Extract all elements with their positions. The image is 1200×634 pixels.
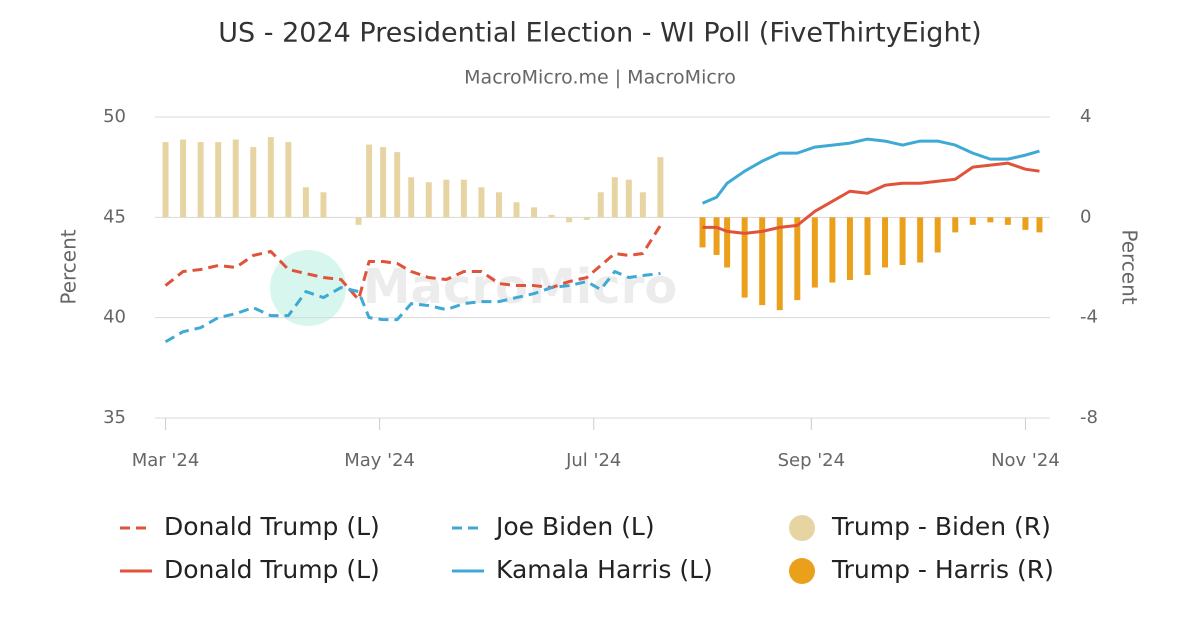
- y2-axis-label: Percent: [1118, 229, 1142, 304]
- bar: [162, 142, 169, 218]
- bar: [724, 217, 731, 268]
- y-tick-label: 45: [103, 206, 126, 227]
- legend-item: Joe Biden (L): [452, 512, 655, 541]
- bar: [741, 217, 748, 298]
- bar: [478, 187, 485, 218]
- bar: [267, 137, 274, 218]
- bar: [566, 217, 573, 223]
- legend-label: Trump - Biden (R): [831, 512, 1051, 541]
- x-tick-label: Jul '24: [565, 450, 621, 471]
- bar: [699, 217, 706, 248]
- y2-tick-label: 4: [1080, 106, 1091, 127]
- line: [701, 137, 1040, 205]
- bar: [829, 217, 836, 283]
- chart-subtitle: MacroMicro.me | MacroMicro: [464, 67, 736, 89]
- bar: [776, 217, 783, 311]
- legend-item: Donald Trump (L): [120, 555, 380, 584]
- bar: [952, 217, 959, 233]
- x-tick-label: Sep '24: [778, 450, 846, 471]
- bar: [180, 139, 187, 218]
- bar: [1022, 217, 1029, 230]
- bar: [443, 179, 450, 218]
- bar: [355, 217, 362, 225]
- bar: [583, 217, 590, 220]
- bar: [495, 192, 502, 218]
- bar: [513, 202, 520, 218]
- bar: [759, 217, 766, 306]
- legend-label: Donald Trump (L): [164, 555, 380, 584]
- bar: [864, 217, 871, 276]
- bar: [899, 217, 906, 265]
- legend-symbol: [789, 558, 815, 584]
- bar: [1036, 217, 1043, 233]
- bar: [531, 207, 538, 218]
- bar: [882, 217, 889, 268]
- bar: [657, 157, 664, 218]
- chart-title: US - 2024 Presidential Election - WI Pol…: [218, 18, 981, 49]
- y-tick-label: 35: [103, 407, 126, 428]
- line: [164, 224, 662, 302]
- line: [702, 161, 1040, 235]
- watermark-logo: [270, 250, 346, 326]
- legend-label: Donald Trump (L): [164, 512, 380, 541]
- y2-tick-label: -4: [1080, 307, 1098, 328]
- bar: [197, 142, 204, 218]
- bar: [548, 214, 555, 218]
- y2-tick-label: 0: [1080, 206, 1091, 227]
- bar: [639, 192, 646, 218]
- legend-item: Donald Trump (L): [120, 512, 380, 541]
- bar: [394, 152, 401, 218]
- legend-label: Trump - Harris (R): [831, 555, 1054, 584]
- bar: [408, 177, 415, 218]
- bar: [250, 147, 257, 218]
- bar: [987, 217, 994, 223]
- legend-label: Joe Biden (L): [494, 512, 655, 541]
- bar: [597, 192, 604, 218]
- legend-item: Kamala Harris (L): [452, 555, 713, 584]
- bar: [794, 217, 801, 301]
- legend-item: Trump - Harris (R): [789, 555, 1054, 584]
- y2-tick-label: -8: [1080, 407, 1098, 428]
- bar: [425, 182, 432, 218]
- legend-label: Kamala Harris (L): [496, 555, 713, 584]
- y-axis-label: Percent: [57, 229, 81, 304]
- bar: [846, 217, 853, 281]
- line: [164, 270, 661, 344]
- bar: [713, 217, 720, 255]
- x-tick-label: Nov '24: [991, 450, 1060, 471]
- x-tick-label: May '24: [344, 450, 415, 471]
- x-tick-label: Mar '24: [132, 450, 200, 471]
- bar: [934, 217, 941, 253]
- bar: [969, 217, 976, 225]
- legend-item: Trump - Biden (R): [789, 512, 1051, 541]
- bar: [625, 179, 632, 218]
- bar: [302, 187, 309, 218]
- bar: [611, 177, 618, 218]
- bar: [215, 142, 222, 218]
- bar: [460, 179, 467, 218]
- legend-symbol: [789, 515, 815, 541]
- bar: [811, 217, 818, 288]
- bar: [1004, 217, 1011, 225]
- bar: [366, 144, 373, 218]
- bar: [285, 142, 292, 218]
- bar: [232, 139, 239, 218]
- bar: [917, 217, 924, 263]
- y-tick-label: 40: [103, 307, 126, 328]
- bar: [320, 192, 327, 218]
- y-tick-label: 50: [103, 106, 126, 127]
- bar: [380, 147, 387, 218]
